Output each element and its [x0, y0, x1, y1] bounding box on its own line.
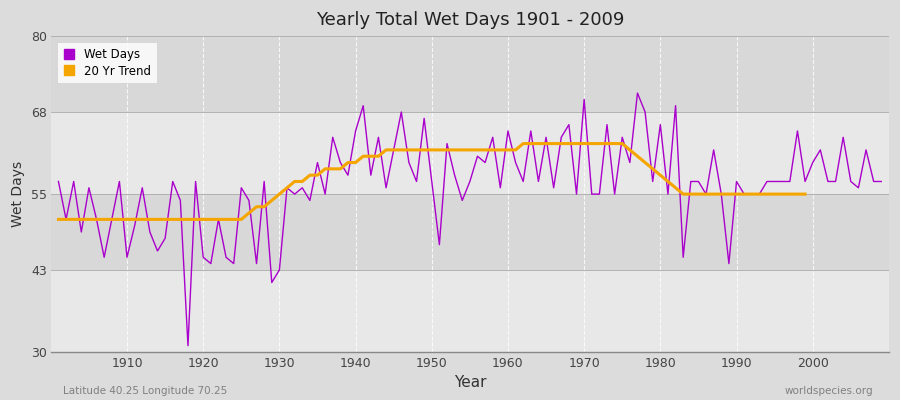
Wet Days [510, 160, 521, 165]
Bar [50, 194, 889, 270]
Line: Wet Days: Wet Days [58, 93, 881, 346]
20 Yr Trend [449, 148, 460, 152]
Title: Yearly Total Wet Days 1901 - 2009: Yearly Total Wet Days 1901 - 2009 [316, 11, 624, 29]
20 Yr Trend [282, 185, 292, 190]
Wet Days [502, 128, 513, 133]
20 Yr Trend [229, 217, 239, 222]
20 Yr Trend [427, 148, 437, 152]
Legend: Wet Days, 20 Yr Trend: Wet Days, 20 Yr Trend [57, 42, 157, 84]
Wet Days [335, 160, 346, 165]
Y-axis label: Wet Days: Wet Days [11, 161, 25, 227]
Wet Days [183, 343, 194, 348]
20 Yr Trend [647, 166, 658, 171]
Wet Days [632, 91, 643, 96]
20 Yr Trend [53, 217, 64, 222]
Text: Latitude 40.25 Longitude 70.25: Latitude 40.25 Longitude 70.25 [63, 386, 227, 396]
Wet Days [876, 179, 886, 184]
Bar [50, 270, 889, 352]
Wet Days [53, 179, 64, 184]
Wet Days [114, 179, 125, 184]
Text: worldspecies.org: worldspecies.org [785, 386, 873, 396]
Wet Days [289, 192, 300, 196]
Bar [50, 112, 889, 194]
X-axis label: Year: Year [454, 376, 486, 390]
20 Yr Trend [518, 141, 528, 146]
Wet Days [601, 122, 612, 127]
Line: 20 Yr Trend: 20 Yr Trend [58, 144, 806, 219]
Bar [50, 36, 889, 112]
20 Yr Trend [251, 204, 262, 209]
20 Yr Trend [800, 192, 811, 196]
